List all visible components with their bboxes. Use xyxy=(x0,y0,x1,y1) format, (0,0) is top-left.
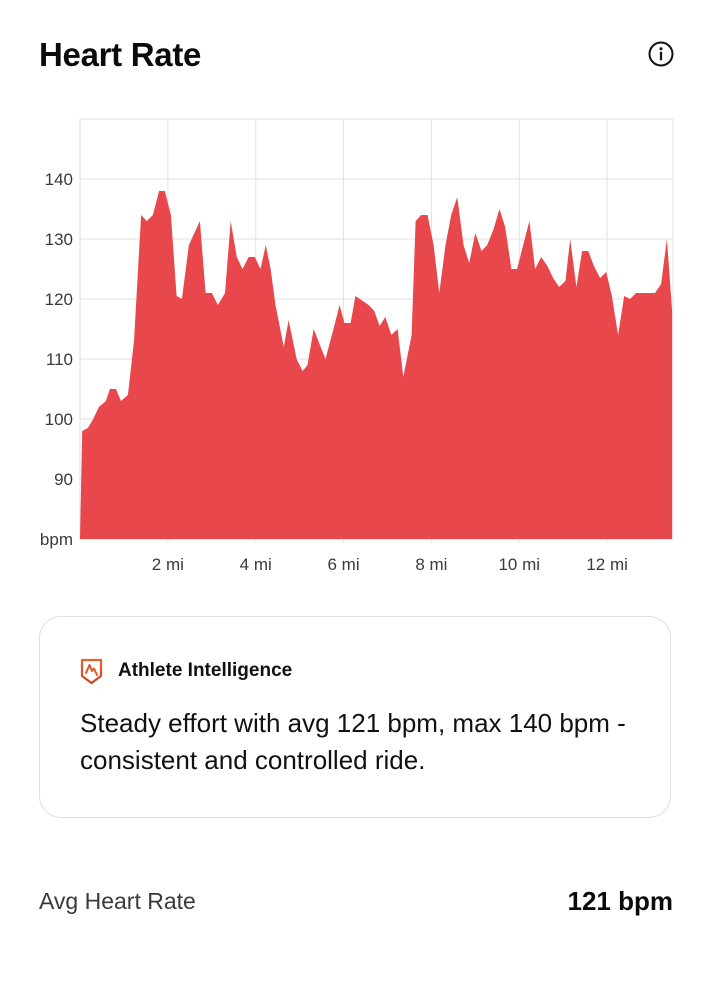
x-tick-label: 8 mi xyxy=(415,555,447,574)
athlete-intelligence-shield-icon xyxy=(80,658,103,684)
y-tick-label: 130 xyxy=(45,230,73,249)
heart-rate-area-chart: bpm 90 100 110 120 130 140 2 mi 4 mi 6 mi 8 mi 10 m… xyxy=(40,118,674,574)
y-tick-label: 140 xyxy=(45,170,73,189)
athlete-intelligence-card: Athlete Intelligence Steady effort with … xyxy=(39,616,671,818)
avg-heart-rate-row: Avg Heart Rate 121 bpm xyxy=(39,884,673,924)
info-circle-icon xyxy=(648,41,674,67)
x-tick-label: 4 mi xyxy=(240,555,272,574)
heart-rate-chart: bpm 90 100 110 120 130 140 2 mi 4 mi 6 mi 8 mi 10 m… xyxy=(0,110,712,590)
y-tick-label: 90 xyxy=(54,470,73,489)
avg-heart-rate-label: Avg Heart Rate xyxy=(39,888,196,914)
page-title: Heart Rate xyxy=(39,36,202,73)
y-tick-label: 110 xyxy=(46,350,73,369)
card-title: Athlete Intelligence xyxy=(118,660,293,681)
avg-heart-rate-value: 121 bpm xyxy=(567,886,674,916)
x-tick-label: 12 mi xyxy=(586,555,628,574)
y-tick-label: 120 xyxy=(45,290,73,309)
header: Heart Rate xyxy=(39,34,674,78)
insight-text: Steady effort with avg 121 bpm, max 140 … xyxy=(80,708,626,775)
card-header: Athlete Intelligence xyxy=(80,657,292,685)
y-tick-label: bpm xyxy=(40,530,73,549)
heart-rate-area xyxy=(80,191,673,539)
y-tick-label: 100 xyxy=(45,410,73,429)
x-tick-label: 10 mi xyxy=(498,555,540,574)
x-tick-label: 2 mi xyxy=(152,555,184,574)
info-button[interactable] xyxy=(648,41,674,67)
x-tick-label: 6 mi xyxy=(327,555,359,574)
